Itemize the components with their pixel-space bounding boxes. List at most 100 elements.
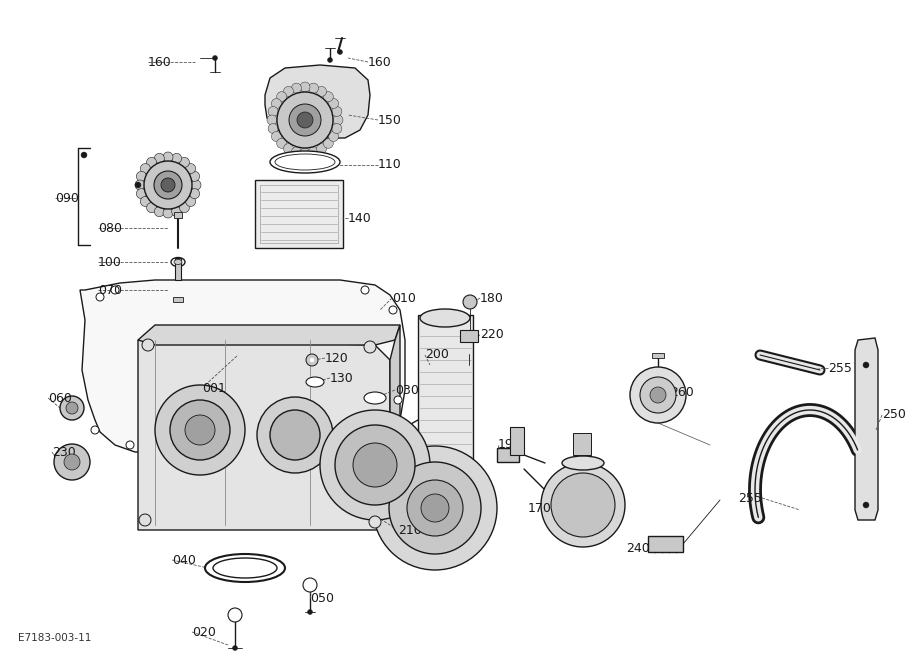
Text: 030: 030 xyxy=(394,383,418,397)
Circle shape xyxy=(291,83,301,93)
Circle shape xyxy=(380,436,389,444)
Circle shape xyxy=(256,397,333,473)
Circle shape xyxy=(862,502,868,508)
Circle shape xyxy=(308,147,318,157)
Bar xyxy=(652,353,664,358)
Circle shape xyxy=(550,473,614,537)
Polygon shape xyxy=(854,338,877,520)
Circle shape xyxy=(630,367,686,423)
Circle shape xyxy=(297,112,312,128)
Polygon shape xyxy=(138,340,390,530)
Circle shape xyxy=(66,402,78,414)
Circle shape xyxy=(111,286,119,294)
Bar xyxy=(573,433,590,455)
Text: 120: 120 xyxy=(324,351,348,365)
Bar xyxy=(647,536,682,552)
Text: E7183-003-11: E7183-003-11 xyxy=(18,633,91,643)
Ellipse shape xyxy=(205,554,285,582)
Ellipse shape xyxy=(306,377,323,387)
Circle shape xyxy=(141,196,150,206)
Circle shape xyxy=(337,49,342,55)
Circle shape xyxy=(271,98,281,108)
Ellipse shape xyxy=(174,259,182,265)
Circle shape xyxy=(421,494,448,522)
Text: 220: 220 xyxy=(480,329,504,341)
Text: 210: 210 xyxy=(398,524,421,536)
Circle shape xyxy=(277,138,287,148)
Polygon shape xyxy=(80,280,404,452)
Circle shape xyxy=(335,425,414,505)
Circle shape xyxy=(186,196,196,206)
Circle shape xyxy=(462,295,476,309)
Circle shape xyxy=(126,441,134,449)
Circle shape xyxy=(233,645,237,651)
Circle shape xyxy=(136,188,146,198)
Text: 260: 260 xyxy=(669,385,693,399)
Circle shape xyxy=(185,415,215,445)
Circle shape xyxy=(372,446,496,570)
Ellipse shape xyxy=(364,392,386,404)
Bar xyxy=(175,258,181,280)
Circle shape xyxy=(308,83,318,93)
Circle shape xyxy=(163,208,173,218)
Circle shape xyxy=(146,202,156,212)
Circle shape xyxy=(271,132,281,142)
Text: 001: 001 xyxy=(202,381,226,395)
Bar xyxy=(173,297,183,302)
Circle shape xyxy=(277,92,287,102)
Circle shape xyxy=(212,55,217,61)
Circle shape xyxy=(154,385,244,475)
Ellipse shape xyxy=(213,558,277,578)
Ellipse shape xyxy=(420,309,470,327)
Circle shape xyxy=(146,158,156,168)
Circle shape xyxy=(135,180,145,190)
Circle shape xyxy=(328,132,338,142)
Circle shape xyxy=(360,286,369,294)
Circle shape xyxy=(161,178,175,192)
Circle shape xyxy=(269,410,320,460)
Circle shape xyxy=(327,57,332,63)
Circle shape xyxy=(333,115,343,125)
Circle shape xyxy=(300,82,310,92)
Circle shape xyxy=(60,396,84,420)
Circle shape xyxy=(300,148,310,158)
Text: 160: 160 xyxy=(148,55,172,69)
Circle shape xyxy=(306,354,318,366)
Circle shape xyxy=(640,377,675,413)
Circle shape xyxy=(154,154,165,164)
Text: 255: 255 xyxy=(827,361,851,375)
Circle shape xyxy=(389,306,397,314)
Circle shape xyxy=(170,400,230,460)
Circle shape xyxy=(139,514,151,526)
Circle shape xyxy=(189,188,199,198)
Circle shape xyxy=(369,516,380,528)
Circle shape xyxy=(302,578,317,592)
Bar xyxy=(429,482,458,492)
Text: 010: 010 xyxy=(391,291,415,305)
Text: 110: 110 xyxy=(378,158,402,172)
Polygon shape xyxy=(265,65,369,138)
Circle shape xyxy=(650,387,665,403)
Text: 060: 060 xyxy=(48,391,72,405)
Circle shape xyxy=(135,182,141,188)
Circle shape xyxy=(142,339,153,351)
Text: 070: 070 xyxy=(98,283,122,297)
Circle shape xyxy=(186,164,196,174)
Circle shape xyxy=(291,147,301,157)
Text: 160: 160 xyxy=(368,55,391,69)
Circle shape xyxy=(91,426,99,434)
Text: 050: 050 xyxy=(310,591,334,605)
Ellipse shape xyxy=(562,456,604,470)
Bar xyxy=(255,180,343,248)
Circle shape xyxy=(316,86,326,96)
Circle shape xyxy=(172,206,181,216)
Circle shape xyxy=(154,206,165,216)
Circle shape xyxy=(153,171,182,199)
Text: 150: 150 xyxy=(378,114,402,126)
Circle shape xyxy=(136,172,146,181)
Circle shape xyxy=(191,180,200,190)
Circle shape xyxy=(310,358,313,362)
Bar xyxy=(496,448,518,462)
Circle shape xyxy=(862,362,868,368)
Circle shape xyxy=(267,115,277,125)
